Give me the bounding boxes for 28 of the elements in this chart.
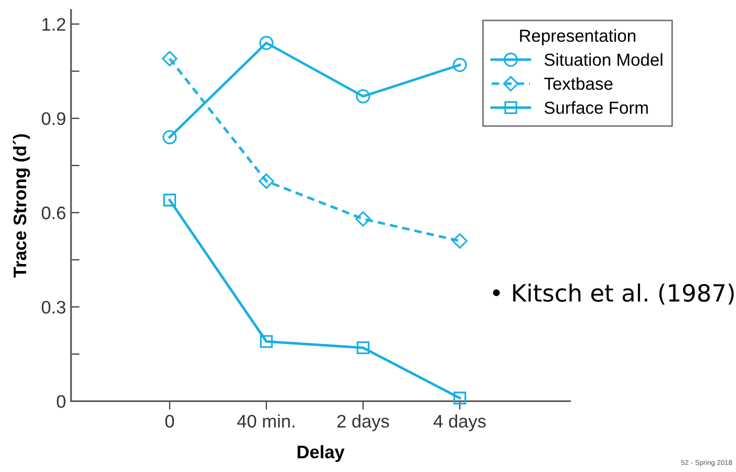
point xyxy=(162,50,178,66)
y-tick-label: 0 xyxy=(56,395,66,408)
annotation: • Kitsch et al. (1987) xyxy=(492,284,734,305)
x-tick-label: 2 days xyxy=(337,414,390,432)
point xyxy=(162,130,177,144)
x-axis-title: Delay xyxy=(298,445,345,462)
y-tick-label: 0.9 xyxy=(42,112,66,126)
point xyxy=(258,173,274,189)
x-tick-label: 40 min. xyxy=(237,414,294,428)
point xyxy=(356,89,370,104)
point xyxy=(260,335,273,348)
point xyxy=(259,36,274,50)
y-tick-label: 0.3 xyxy=(42,300,66,314)
x-tick-label: 4 days xyxy=(434,414,486,432)
point xyxy=(355,211,371,227)
point xyxy=(452,233,468,249)
x-tick-label: 0 xyxy=(165,414,174,428)
legend-label: Situation Model xyxy=(544,53,662,66)
point xyxy=(453,392,466,404)
y-tick-label: 1.2 xyxy=(42,18,66,31)
legend-title: Representation xyxy=(520,29,636,46)
point xyxy=(356,341,370,354)
point xyxy=(452,58,467,72)
point xyxy=(163,194,176,206)
y-tick-label: 0.6 xyxy=(42,206,66,220)
legend-label: Surface Form xyxy=(544,101,648,114)
y-axis-title: Trace Strong (d´) xyxy=(12,134,30,278)
legend-label: Textbase xyxy=(544,77,612,90)
